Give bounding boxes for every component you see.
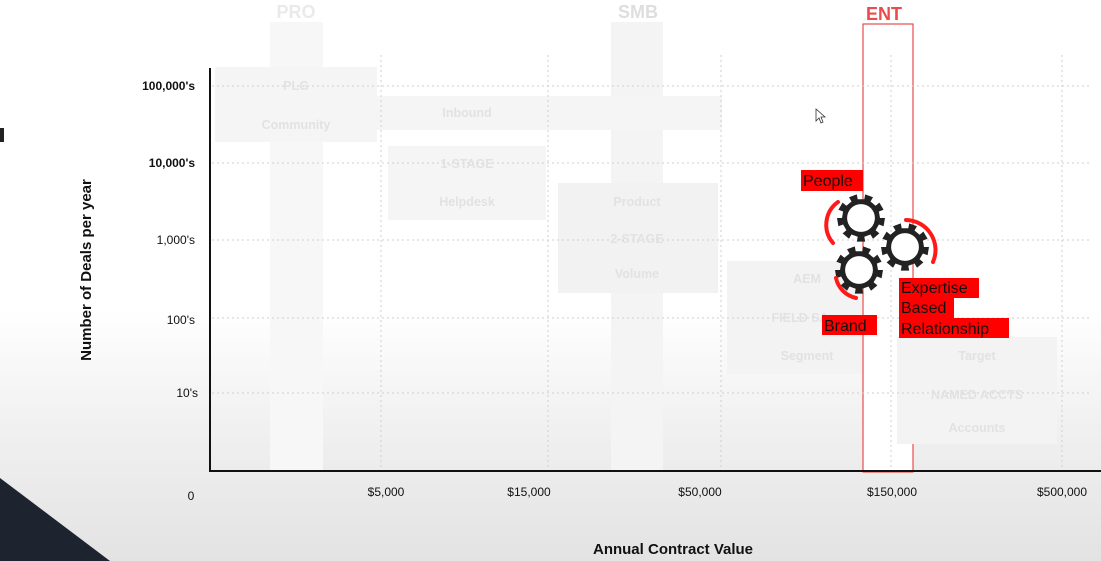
x-axis-title: Annual Contract Value — [593, 541, 753, 558]
y-tick-label: 1,000's — [157, 233, 195, 247]
gridlines — [212, 55, 1090, 470]
region-label: Community — [262, 118, 331, 132]
region-product-box — [558, 183, 718, 293]
region-inbound-box — [377, 96, 722, 130]
origin-label: 0 — [188, 489, 195, 503]
edge-handle — [0, 128, 4, 142]
gears-icon — [835, 194, 929, 294]
region-label: Product — [613, 195, 661, 209]
region-label: 2-STAGE — [610, 232, 663, 246]
y-tick-label: 100,000's — [142, 79, 195, 93]
cursor-icon — [815, 108, 827, 124]
region-label: Segment — [781, 349, 835, 363]
region-label: FIELD SA — [772, 311, 829, 325]
region-label: AEM — [793, 272, 821, 286]
column-label-smb: SMB — [618, 2, 658, 22]
gear-right-icon — [881, 223, 929, 271]
people-tag-label: People — [803, 173, 853, 190]
people-tag: People — [801, 170, 863, 191]
y-tick-label: 10's — [176, 386, 198, 400]
corner-decoration — [0, 478, 110, 561]
region-label: NAMED ACCTS — [931, 388, 1023, 402]
region-label: Target — [958, 349, 996, 363]
region-plg-box — [215, 67, 377, 142]
expertise-tag-line: Relationship — [901, 321, 989, 338]
region-target-box — [897, 337, 1057, 444]
expertise-tag: Expertise Based Relationship — [899, 278, 1009, 338]
brand-tag: Brand — [822, 315, 877, 335]
region-label: Accounts — [949, 421, 1006, 435]
x-tick-label: $5,000 — [368, 485, 405, 499]
column-label-ent: ENT — [866, 4, 902, 24]
region-label: Volume — [615, 267, 659, 281]
x-tick-label: $500,000 — [1037, 485, 1087, 499]
region-label: Helpdesk — [439, 195, 495, 209]
gear-top-icon — [837, 194, 885, 242]
region-label: Inbound — [442, 106, 491, 120]
gear-bottom-icon — [835, 246, 883, 294]
region-1stage-box — [388, 146, 546, 220]
column-label-pro: PRO — [276, 2, 315, 22]
rotation-arrows — [824, 200, 938, 300]
expertise-tag-line: Expertise — [901, 280, 968, 297]
brand-tag-label: Brand — [824, 318, 867, 335]
region-label: PLG — [283, 79, 309, 93]
y-axis-title: Number of Deals per year — [78, 179, 95, 361]
x-tick-label: $15,000 — [507, 485, 551, 499]
y-tick-label: 100's — [167, 313, 195, 327]
region-label: 1-STAGE — [440, 157, 493, 171]
y-tick-label: 10,000's — [149, 156, 196, 170]
x-tick-label: $150,000 — [867, 485, 917, 499]
x-tick-label: $50,000 — [678, 485, 722, 499]
expertise-tag-line: Based — [901, 300, 946, 317]
